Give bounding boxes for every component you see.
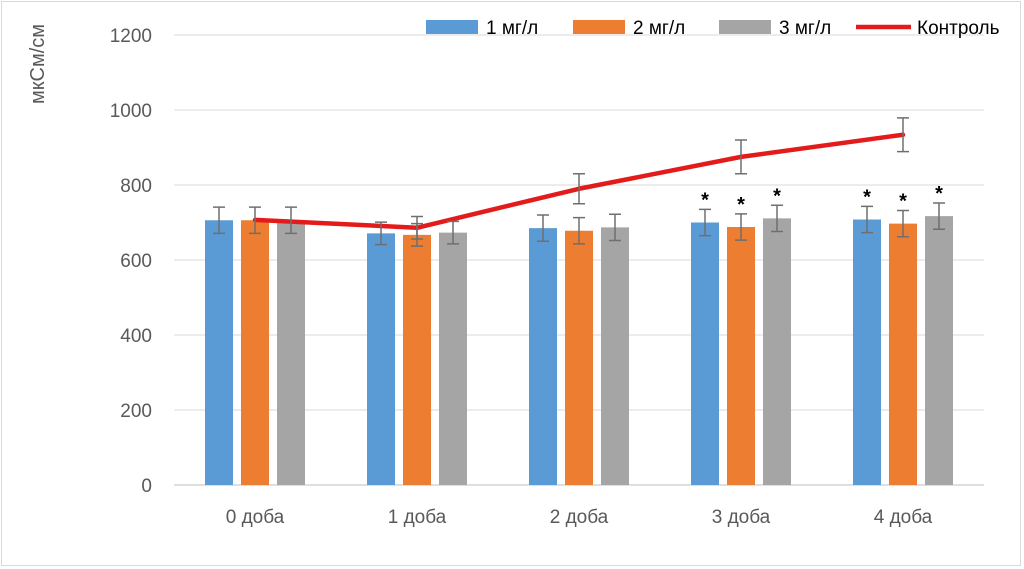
bar bbox=[403, 234, 431, 485]
legend-label: 2 мг/л bbox=[633, 18, 685, 39]
bar bbox=[763, 218, 791, 485]
bar bbox=[205, 220, 233, 485]
bar bbox=[727, 227, 755, 485]
y-tick-label: 1200 bbox=[110, 26, 152, 47]
bar bbox=[529, 228, 557, 485]
bar bbox=[601, 227, 629, 485]
significance-mark: * bbox=[773, 185, 781, 207]
y-axis-title: мкСм/см bbox=[27, 24, 49, 104]
significance-marks: * * * * * * bbox=[701, 183, 943, 216]
bar bbox=[565, 230, 593, 485]
y-tick-label: 200 bbox=[120, 401, 152, 422]
y-tick-label: 400 bbox=[120, 326, 152, 347]
x-axis-ticks: 0 доба 1 доба 2 доба 3 доба 4 доба bbox=[226, 507, 933, 528]
x-tick-label: 2 доба bbox=[550, 507, 609, 528]
y-tick-label: 1000 bbox=[110, 101, 152, 122]
y-tick-label: 0 bbox=[141, 476, 152, 497]
y-tick-label: 600 bbox=[120, 251, 152, 272]
bar bbox=[277, 220, 305, 485]
bar bbox=[853, 219, 881, 485]
significance-mark: * bbox=[935, 183, 943, 205]
bar bbox=[241, 220, 269, 485]
bar bbox=[889, 223, 917, 485]
significance-mark: * bbox=[701, 189, 709, 211]
significance-mark: * bbox=[899, 191, 907, 213]
bar bbox=[691, 222, 719, 485]
legend-swatch bbox=[719, 20, 771, 34]
y-axis-ticks: 0 200 400 600 800 1000 1200 bbox=[110, 26, 152, 497]
significance-mark: * bbox=[863, 186, 871, 208]
significance-mark: * bbox=[737, 194, 745, 216]
x-tick-label: 1 доба bbox=[388, 507, 447, 528]
legend-label: 1 мг/л bbox=[486, 18, 538, 39]
y-tick-label: 800 bbox=[120, 176, 152, 197]
bar bbox=[439, 232, 467, 485]
x-tick-label: 0 доба bbox=[226, 507, 285, 528]
legend: 1 мг/л 2 мг/л 3 мг/л Контроль bbox=[426, 18, 1000, 39]
x-tick-label: 4 доба bbox=[874, 507, 933, 528]
bars bbox=[205, 216, 953, 485]
bar bbox=[367, 233, 395, 485]
legend-swatch bbox=[573, 20, 625, 34]
x-tick-label: 3 доба bbox=[712, 507, 771, 528]
bar bbox=[925, 216, 953, 485]
legend-label: Контроль bbox=[917, 18, 1000, 39]
error-bars bbox=[213, 117, 945, 247]
legend-label: 3 мг/л bbox=[779, 18, 831, 39]
legend-swatch bbox=[426, 20, 478, 34]
